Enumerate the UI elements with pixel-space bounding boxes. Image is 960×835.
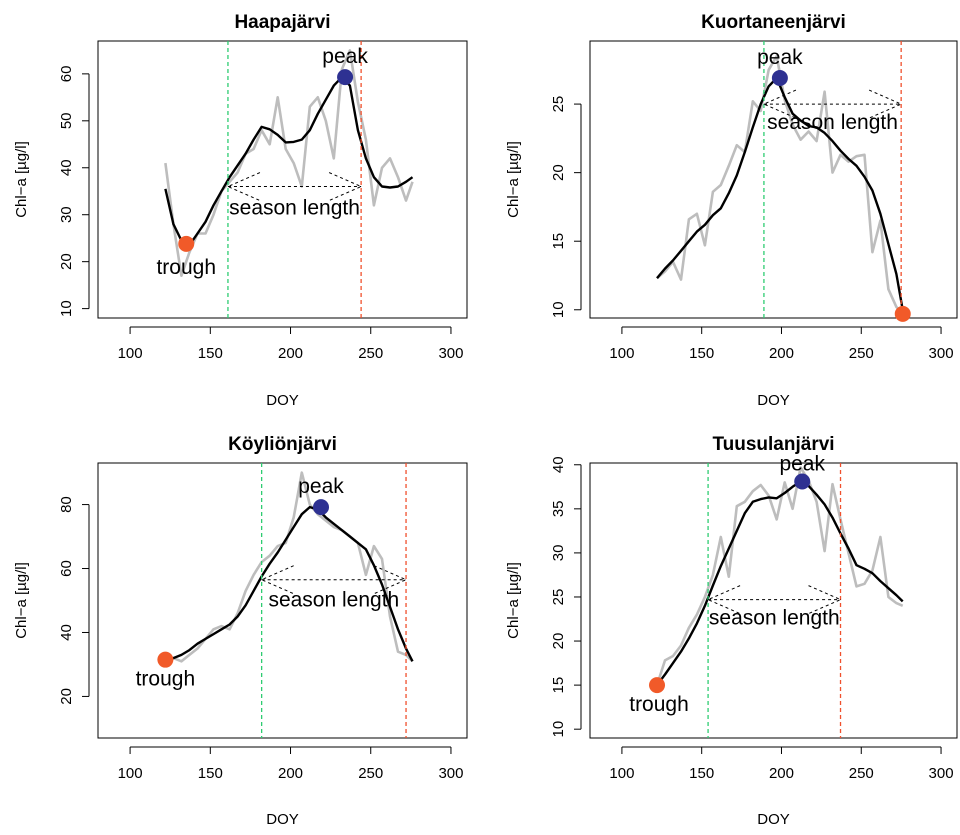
y-tick-label: 60 bbox=[58, 560, 75, 577]
y-tick-label: 40 bbox=[550, 456, 567, 473]
chart-title: Kuortaneenjärvi bbox=[701, 12, 846, 33]
y-tick-label: 10 bbox=[58, 300, 75, 317]
trough-label: trough bbox=[136, 668, 196, 691]
y-tick-label: 35 bbox=[550, 500, 567, 517]
y-tick-label: 30 bbox=[58, 206, 75, 223]
x-tick-label: 200 bbox=[769, 765, 794, 782]
trough-marker bbox=[178, 235, 195, 252]
x-tick-label: 200 bbox=[769, 345, 794, 362]
trough-marker bbox=[157, 651, 174, 668]
x-tick-label: 250 bbox=[358, 345, 383, 362]
plot-area bbox=[165, 463, 414, 738]
season-length-label: season length bbox=[268, 589, 399, 612]
smoothed-series-line bbox=[164, 75, 414, 247]
x-tick-label: 100 bbox=[118, 345, 143, 362]
x-tick-label: 100 bbox=[609, 345, 634, 362]
y-tick-label: 50 bbox=[58, 112, 75, 129]
chart-panel-4: Tuusulanjärvi 100 150 200 250 300 DOY 10 15 20 25 3… bbox=[505, 434, 958, 828]
y-tick-label: 15 bbox=[550, 233, 567, 250]
x-tick-label: 100 bbox=[609, 765, 634, 782]
y-tick-label: 80 bbox=[58, 496, 75, 513]
plot-area bbox=[655, 463, 904, 738]
y-tick-label: 15 bbox=[550, 677, 567, 694]
x-tick-label: 300 bbox=[929, 345, 954, 362]
x-axis-label: DOY bbox=[266, 392, 299, 409]
plot-frame bbox=[589, 40, 958, 319]
chart-panel-2: Kuortaneenjärvi 100 150 200 250 300 DOY 10 15 20 2… bbox=[505, 12, 958, 409]
x-tick-label: 250 bbox=[849, 345, 874, 362]
y-axis-label: Chl−a [µg/l] bbox=[13, 562, 30, 639]
observed-series-line bbox=[164, 49, 414, 278]
y-axis-label: Chl−a [µg/l] bbox=[13, 141, 30, 218]
chart-title: Haapajärvi bbox=[234, 12, 330, 33]
x-tick-label: 300 bbox=[438, 345, 463, 362]
x-tick-label: 150 bbox=[689, 765, 714, 782]
peak-label: peak bbox=[757, 46, 803, 69]
season-length-label: season length bbox=[229, 197, 360, 220]
y-tick-label: 40 bbox=[58, 159, 75, 176]
x-axis-label: DOY bbox=[757, 392, 790, 409]
y-tick-label: 60 bbox=[58, 66, 75, 83]
plot-area bbox=[164, 41, 414, 318]
x-tick-label: 150 bbox=[198, 765, 223, 782]
x-tick-label: 250 bbox=[849, 765, 874, 782]
plot-frame bbox=[589, 462, 958, 739]
y-tick-label: 40 bbox=[58, 624, 75, 641]
plot-frame bbox=[97, 40, 468, 319]
chart-panel-1: Haapajärvi 100 150 200 250 300 DOY 10 20 30 40 50 60… bbox=[13, 12, 468, 409]
season-length-label: season length bbox=[709, 607, 840, 630]
y-tick-label: 20 bbox=[550, 633, 567, 650]
peak-label: peak bbox=[322, 45, 368, 68]
peak-label: peak bbox=[298, 475, 344, 498]
peak-marker bbox=[771, 70, 788, 87]
x-tick-label: 100 bbox=[118, 765, 143, 782]
observed-series-line bbox=[656, 54, 904, 315]
x-axis-label: DOY bbox=[757, 811, 790, 828]
chart-panel-3: Köyliönjärvi 100 150 200 250 300 DOY 20 40 60 80 Ch… bbox=[13, 434, 468, 828]
x-axis-label: DOY bbox=[266, 811, 299, 828]
x-tick-label: 300 bbox=[438, 765, 463, 782]
trough-marker bbox=[894, 305, 911, 322]
y-tick-label: 25 bbox=[550, 589, 567, 606]
y-tick-label: 20 bbox=[550, 164, 567, 181]
y-tick-label: 20 bbox=[58, 688, 75, 705]
trough-label: trough bbox=[156, 256, 216, 279]
observed-series-line bbox=[655, 466, 904, 686]
peak-label: peak bbox=[779, 453, 825, 476]
smoothed-series-line bbox=[656, 76, 904, 311]
x-tick-label: 300 bbox=[929, 765, 954, 782]
y-tick-label: 30 bbox=[550, 545, 567, 562]
smoothed-series-line bbox=[165, 505, 414, 662]
peak-marker bbox=[313, 499, 330, 516]
trough-label: trough bbox=[629, 693, 689, 716]
peak-marker bbox=[337, 69, 354, 86]
x-tick-label: 200 bbox=[278, 765, 303, 782]
chart-title: Tuusulanjärvi bbox=[712, 434, 834, 455]
peak-marker bbox=[794, 473, 811, 490]
season-length-label: season length bbox=[767, 111, 898, 134]
y-tick-label: 25 bbox=[550, 96, 567, 113]
y-tick-label: 10 bbox=[550, 301, 567, 318]
x-tick-label: 150 bbox=[198, 345, 223, 362]
y-tick-label: 10 bbox=[550, 721, 567, 738]
x-tick-label: 250 bbox=[358, 765, 383, 782]
plot-frame bbox=[97, 462, 468, 739]
trough-marker bbox=[649, 677, 666, 694]
y-tick-label: 20 bbox=[58, 253, 75, 270]
smoothed-series-line bbox=[656, 480, 904, 686]
x-tick-label: 200 bbox=[278, 345, 303, 362]
y-axis-label: Chl−a [µg/l] bbox=[505, 562, 522, 639]
x-tick-label: 150 bbox=[689, 345, 714, 362]
y-axis-label: Chl−a [µg/l] bbox=[505, 141, 522, 218]
chart-title: Köyliönjärvi bbox=[228, 434, 337, 455]
